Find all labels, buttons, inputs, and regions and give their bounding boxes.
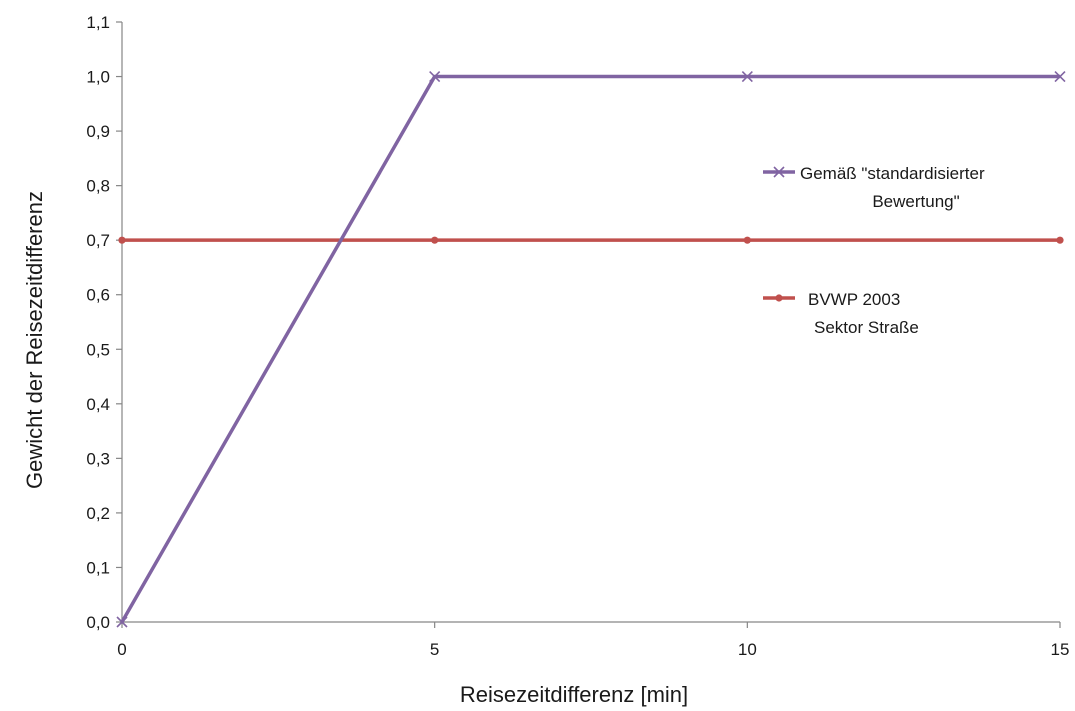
series-layer xyxy=(116,70,1066,628)
y-axis-title: Gewicht der Reisezeitdifferenz xyxy=(22,191,47,489)
data-point-red xyxy=(118,236,126,244)
legend: Gemäß "standardisierter Bewertung" BVWP 20… xyxy=(763,164,985,337)
data-point-red xyxy=(743,236,751,244)
legend-label-line: Bewertung" xyxy=(872,192,959,211)
x-marker-stroke xyxy=(429,70,441,83)
legend-marker xyxy=(775,294,783,302)
y-tick-label: 0,8 xyxy=(86,177,110,196)
y-tick-label: 0,2 xyxy=(86,504,110,523)
axes xyxy=(121,22,1060,623)
y-tick-label: 1,0 xyxy=(86,68,110,87)
x-ticks: 0 5 10 15 xyxy=(117,622,1069,659)
data-point-purple xyxy=(116,616,128,628)
y-tick-label: 0,0 xyxy=(86,613,110,632)
legend-label: Gemäß "standardisierter Bewertung" xyxy=(800,164,985,211)
y-tick-label: 0,5 xyxy=(86,340,110,359)
x-tick-label: 5 xyxy=(430,640,439,659)
x-axis-title: Reisezeitdifferenz [min] xyxy=(460,682,688,707)
y-tick-label: 0,1 xyxy=(86,558,110,577)
y-tick-label: 0,3 xyxy=(86,449,110,468)
legend-label-line: BVWP 2003 xyxy=(808,290,900,309)
y-tick-label: 1,1 xyxy=(86,13,110,32)
y-tick-label: 0,4 xyxy=(86,395,110,414)
data-point-red xyxy=(1056,236,1064,244)
data-point-purple xyxy=(741,70,753,83)
y-tick-label: 0,9 xyxy=(86,122,110,141)
y-ticks: 0,0 0,1 0,2 0,3 0,4 0,5 0,6 0,7 0,8 0,9 1,0 1,1 xyxy=(86,13,122,632)
x-tick-label: 0 xyxy=(117,640,126,659)
legend-item-purple: Gemäß "standardisierter Bewertung" xyxy=(763,164,985,211)
x-tick-label: 10 xyxy=(738,640,757,659)
data-point-purple xyxy=(1054,70,1066,83)
x-marker-stroke xyxy=(741,70,753,83)
y-tick-label: 0,6 xyxy=(86,286,110,305)
legend-item-red: BVWP 2003 Sektor Straße xyxy=(763,290,919,337)
legend-label: BVWP 2003 Sektor Straße xyxy=(808,290,919,337)
legend-label-line: Sektor Straße xyxy=(814,318,919,337)
data-point-red xyxy=(431,236,439,244)
x-marker-stroke xyxy=(116,616,128,628)
series-line-purple xyxy=(120,74,1060,623)
data-point-purple xyxy=(429,70,441,83)
x-marker-stroke xyxy=(1054,70,1066,83)
legend-label-line: Gemäß "standardisierter xyxy=(800,164,985,183)
legend-marker-stroke xyxy=(773,166,785,178)
y-tick-label: 0,7 xyxy=(86,231,110,250)
x-tick-label: 15 xyxy=(1051,640,1070,659)
